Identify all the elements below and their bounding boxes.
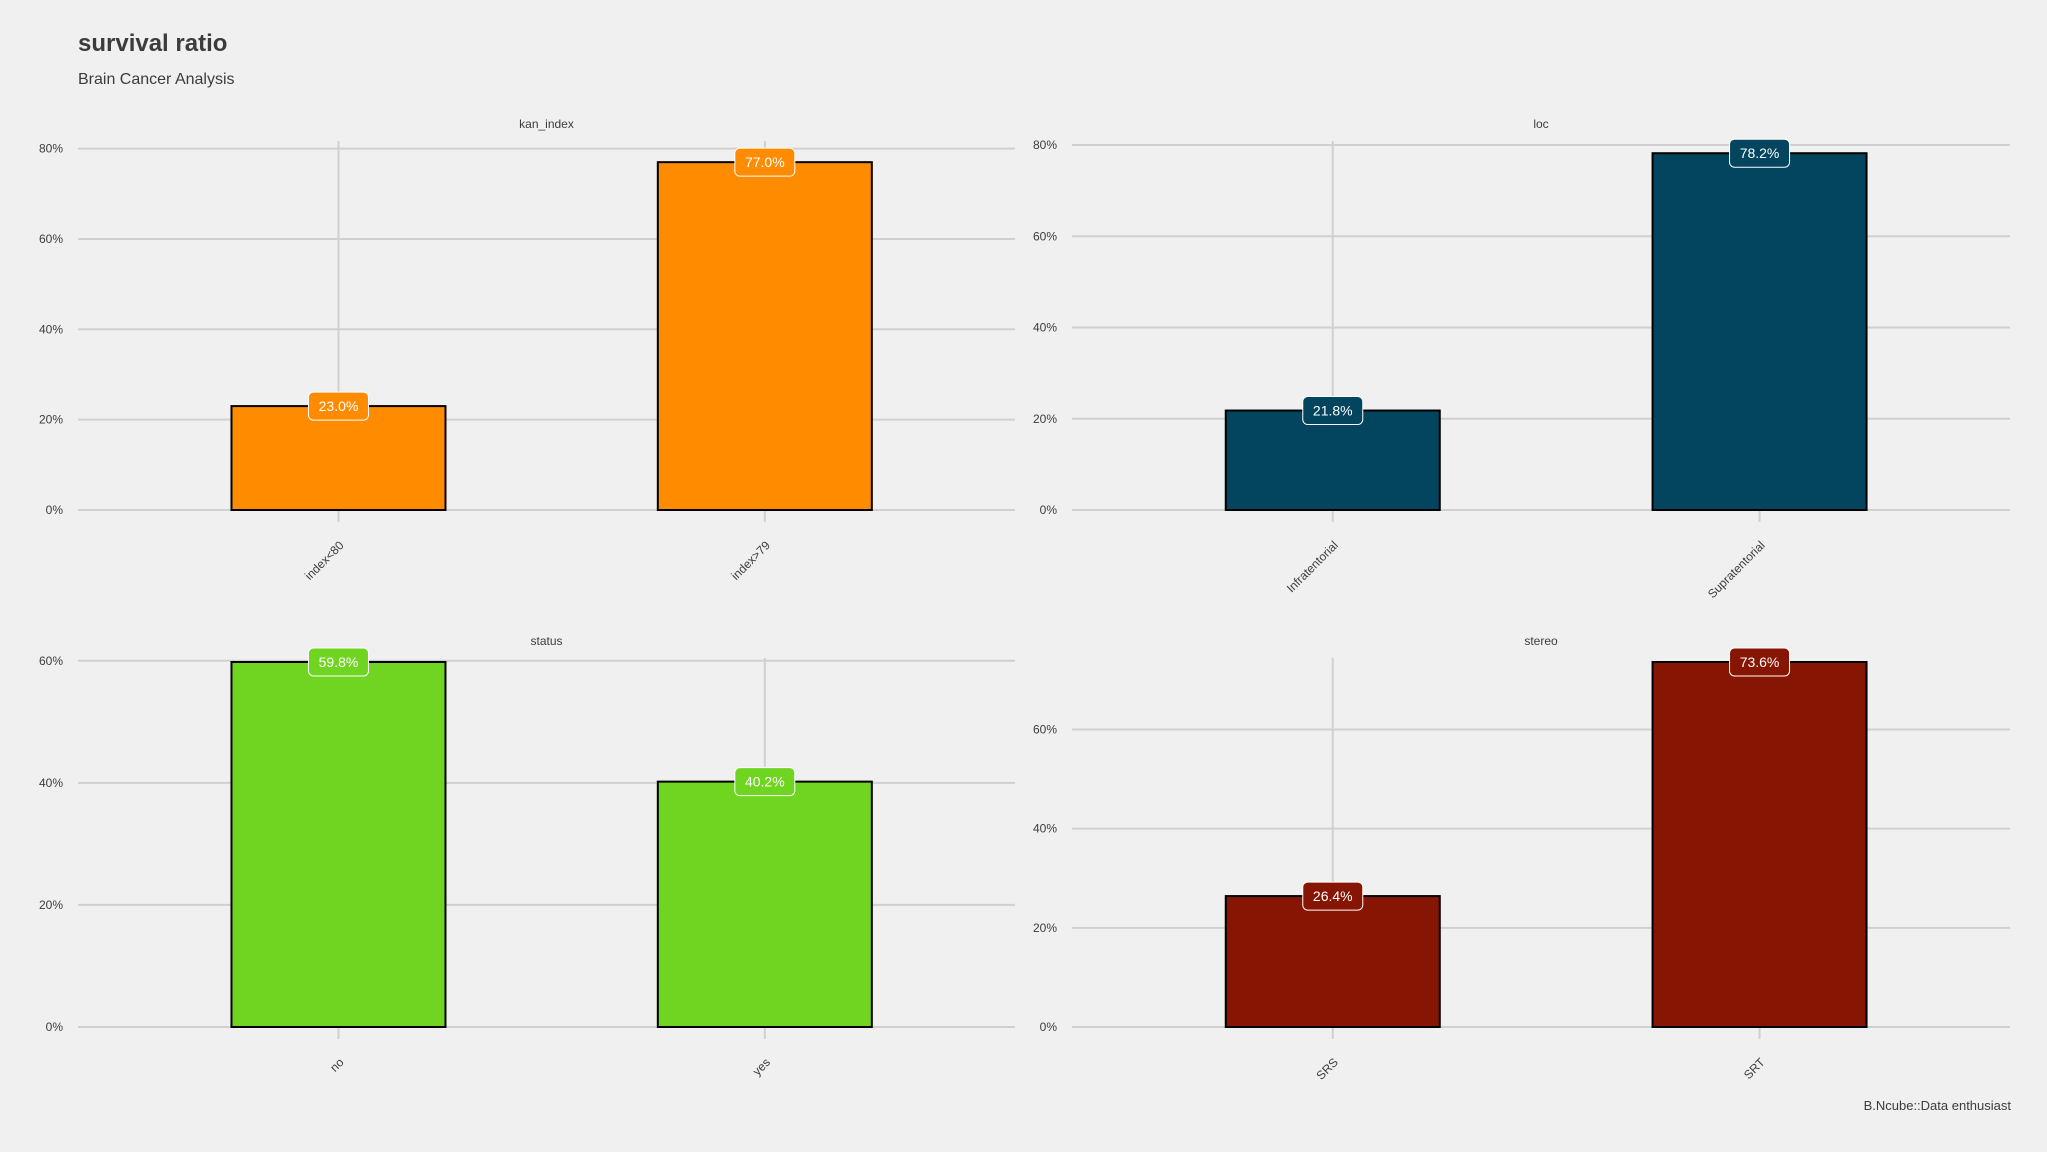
facet-title: status — [530, 634, 562, 648]
data-label-box — [1302, 881, 1364, 911]
y-tick-label: 20% — [39, 898, 63, 912]
facet-panel-loc: loc 0% 20% 40% 60% 80% 21.8% Infratentorial 78.2… — [1033, 117, 2010, 601]
y-tick-label: 40% — [39, 776, 63, 790]
bar-SRS — [1224, 895, 1441, 1029]
facet-title: kan_index — [519, 117, 574, 131]
bar-index<80 — [230, 405, 447, 511]
facet-panel-kan_index: kan_index 0% 20% 40% 60% 80% 23.0% index<80 77.0… — [39, 117, 1015, 583]
y-tick-label: 60% — [1033, 229, 1057, 243]
facet-panel-stereo: stereo 0% 20% 40% 60% 26.4% SRS 73.6% SRT — [1033, 634, 2010, 1083]
data-label: 40.2% — [745, 774, 785, 790]
data-label: 73.6% — [1740, 654, 1780, 670]
x-tick-label: index<80 — [302, 538, 347, 583]
facet-title: loc — [1533, 117, 1548, 131]
bar-index>79 — [656, 161, 873, 512]
bar-Infratentorial — [1224, 409, 1441, 512]
data-label-box — [1729, 647, 1791, 677]
x-tick-label: no — [327, 1055, 347, 1075]
y-tick-label: 60% — [39, 232, 63, 246]
data-label-box — [1729, 138, 1791, 168]
data-label: 23.0% — [319, 398, 359, 414]
chart-subtitle: Brain Cancer Analysis — [78, 71, 235, 88]
data-label-box — [307, 391, 369, 421]
data-label: 77.0% — [745, 154, 785, 170]
data-label: 26.4% — [1313, 888, 1353, 904]
y-tick-label: 0% — [1040, 503, 1058, 517]
y-tick-label: 0% — [46, 503, 64, 517]
facet-panel-status: status 0% 20% 40% 60% 59.8% no 40.2% yes — [39, 634, 1015, 1078]
facet-title: stereo — [1524, 634, 1558, 648]
y-tick-label: 20% — [1033, 921, 1057, 935]
y-tick-label: 40% — [1033, 321, 1057, 335]
chart-title: survival ratio — [78, 30, 228, 57]
y-tick-label: 20% — [39, 413, 63, 427]
x-tick-label: Supratentorial — [1705, 538, 1768, 601]
x-tick-label: Infratentorial — [1284, 538, 1341, 595]
bar-Supratentorial — [1651, 152, 1868, 511]
y-tick-label: 80% — [39, 142, 63, 156]
data-label-box — [1302, 396, 1364, 426]
y-tick-label: 60% — [39, 654, 63, 668]
y-tick-label: 40% — [1033, 822, 1057, 836]
y-tick-label: 0% — [1040, 1020, 1058, 1034]
x-tick-label: SRS — [1314, 1055, 1341, 1082]
data-label: 59.8% — [319, 654, 359, 670]
x-tick-label: SRT — [1741, 1055, 1768, 1082]
bar-yes — [656, 780, 873, 1028]
x-tick-label: yes — [750, 1055, 773, 1078]
data-label-box — [734, 147, 796, 177]
bar-no — [230, 661, 447, 1028]
chart-caption: B.Ncube::Data enthusiast — [1863, 1098, 2011, 1113]
y-tick-label: 0% — [46, 1020, 64, 1034]
y-tick-label: 40% — [39, 322, 63, 336]
data-label: 21.8% — [1313, 403, 1353, 419]
y-tick-label: 60% — [1033, 722, 1057, 736]
y-tick-label: 20% — [1033, 412, 1057, 426]
x-tick-label: index>79 — [728, 538, 773, 583]
y-tick-label: 80% — [1033, 138, 1057, 152]
data-label: 78.2% — [1740, 145, 1780, 161]
bar-SRT — [1651, 661, 1868, 1028]
data-label-box — [734, 767, 796, 797]
data-label-box — [307, 647, 369, 677]
